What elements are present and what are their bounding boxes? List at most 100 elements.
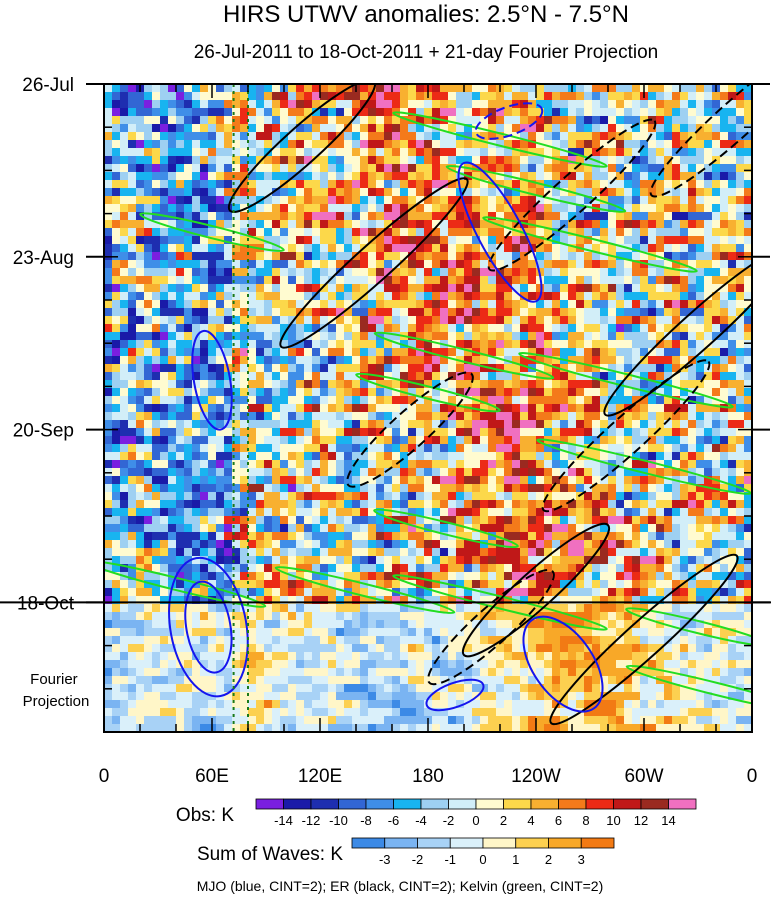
er-contour [487,118,657,272]
kelvin-contour [373,508,519,549]
colorbar-label: -4 [415,813,427,828]
er-contour [649,84,752,198]
chart-subtitle: 26-Jul-2011 to 18-Oct-2011 + 21-day Four… [194,42,659,63]
chart-title: HIRS UTWV anomalies: 2.5°N - 7.5°N [223,1,629,28]
kelvin-contour [392,111,608,168]
colorbar-swatch [515,837,549,849]
colorbar-label: 8 [582,813,589,828]
colorbar-swatch [640,798,669,810]
kelvin-contour [625,607,752,647]
x-axis: 0 60E 120E 180 120W 60W 0 [99,84,758,787]
contour-legend-note: MJO (blue, CINT=2); ER (black, CINT=2); … [197,878,604,894]
colorbar-label: 10 [606,813,620,828]
colorbar-label: -14 [274,813,293,828]
y-tick-label: 26-Jul [22,75,74,96]
er-contour [541,359,711,513]
colorbar-label: -1 [444,852,456,867]
mjo-contour [474,102,544,140]
kelvin-contour [274,566,456,615]
kelvin-contour [355,372,501,413]
colorbar-label: 0 [479,852,486,867]
colorbar-swatch [449,837,484,849]
colorbar-label: -2 [412,852,424,867]
y-tick-label: 20-Sep [13,421,74,442]
er-contour [603,245,752,417]
colorbar-label: 2 [500,813,507,828]
kelvin-contour [482,216,698,273]
colorbar-swatch [384,837,418,849]
colorbar-swatch [448,798,477,810]
x-tick-label: 120W [511,766,561,787]
er-contour [279,177,469,349]
colorbar-label: 3 [578,852,585,867]
colorbar-label: -3 [379,852,391,867]
kelvin-contour [373,331,555,380]
colorbar-title: Sum of Waves: K [197,844,343,865]
colorbar-swatch [482,837,517,849]
colorbar-swatch [585,798,614,810]
colorbar-swatch [255,798,284,810]
waves-legend: -3 -2 -1 0 1 2 3 Sum of Waves: K [197,837,615,867]
y-tick-label: 18-Oct [17,593,75,614]
er-contour [346,371,474,488]
x-tick-label: 60E [195,766,229,787]
colorbar-label: -2 [443,813,455,828]
x-tick-label: 0 [747,766,758,787]
colorbar-label: -10 [329,813,348,828]
colorbar-label: 1 [512,852,519,867]
kelvin-contour [625,664,752,713]
wave-contours [104,84,752,726]
x-tick-label: 0 [99,766,110,787]
kelvin-contour [392,574,608,631]
colorbar-swatch [420,798,449,810]
colorbar-label: -6 [388,813,400,828]
colorbar-label: -8 [360,813,372,828]
colorbar-swatch [283,798,312,810]
er-contour [227,84,377,213]
colorbar-swatch [503,798,532,810]
mjo-contour [184,580,233,674]
colorbar-swatch [417,837,451,849]
er-contour [549,553,739,726]
colorbar-swatch [558,798,587,810]
colorbar-swatch [351,837,386,849]
er-contour [461,522,611,658]
er-contour [427,568,555,686]
colorbar-label: 0 [472,813,479,828]
obs-legend: -14 -12 -10 -8 -6 -4 -2 0 2 4 6 8 10 12 14 Obs: K [176,798,697,828]
colorbar-swatch [668,798,697,810]
anomaly-field [104,84,752,732]
colorbar-label: -12 [302,813,321,828]
colorbar-swatch [580,837,615,849]
x-tick-label: 60W [624,766,663,787]
colorbar-swatch [530,798,559,810]
y-axis: 26-Jul 23-Aug 20-Sep 18-Oct [13,75,770,733]
colorbar-label: 14 [661,813,675,828]
projection-label: Fourier Projection [23,671,90,710]
mjo-contour [191,329,233,431]
colorbar-swatch [338,798,367,810]
y-tick-label: 23-Aug [13,248,74,269]
colorbar-label: 2 [545,852,552,867]
kelvin-contour [518,351,734,409]
colorbar-swatch [613,798,642,810]
colorbar-label: 6 [555,813,562,828]
kelvin-contour [536,438,752,495]
mjo-contour [425,678,485,712]
colorbar-swatch [548,837,582,849]
kelvin-contour [104,559,267,608]
kelvin-contour [445,164,627,213]
plot-overlay [0,84,771,732]
mjo-contour [457,161,543,303]
colorbar-label: 4 [527,813,534,828]
colorbar-label: 12 [634,813,648,828]
colorbar-title: Obs: K [176,805,234,826]
colorbar-swatch [475,798,504,810]
colorbar-swatch [310,798,339,810]
colorbar-swatch [393,798,422,810]
colorbar-swatch [365,798,394,810]
mjo-contour [522,615,604,713]
mjo-contour [168,556,249,698]
x-tick-label: 120E [298,766,342,787]
